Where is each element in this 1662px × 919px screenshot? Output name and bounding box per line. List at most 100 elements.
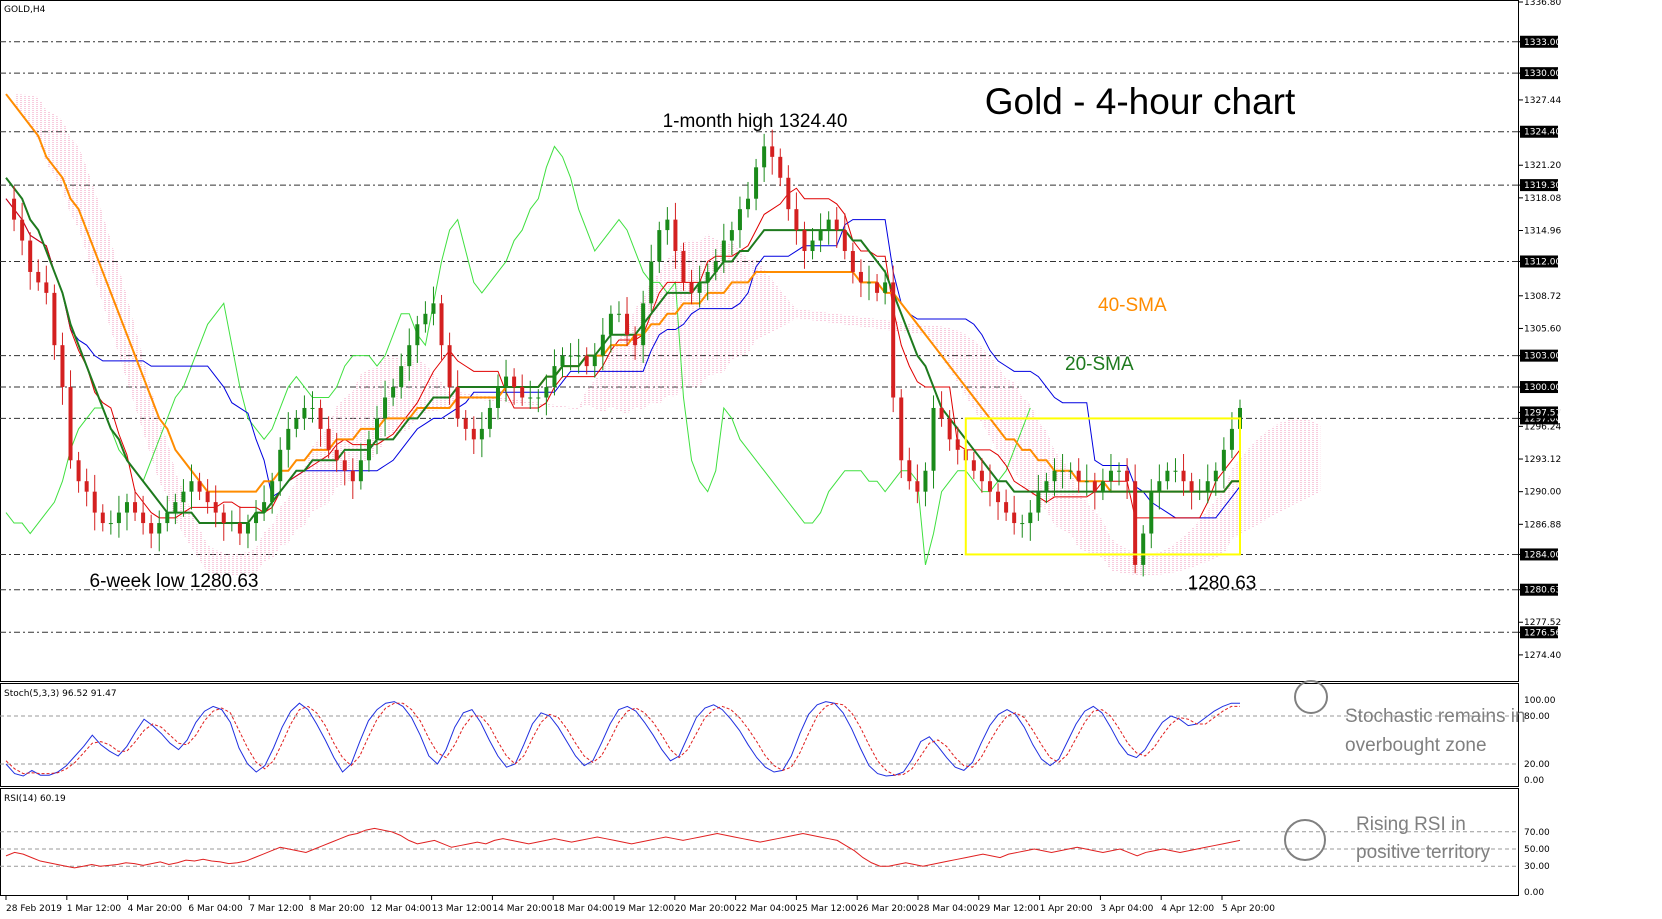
x-tick-label: 4 Apr 12:00 (1161, 904, 1214, 914)
y-tick-label: 1274.40 (1524, 651, 1561, 661)
y-tick-label: 1305.60 (1524, 324, 1561, 334)
level-tag-bg (1520, 67, 1558, 80)
x-tick-label: 14 Mar 20:00 (492, 904, 552, 914)
candle-body (463, 418, 468, 429)
y-tick-label: 1297.00 (1524, 414, 1561, 424)
candle-body (923, 470, 928, 492)
candle-body (1052, 470, 1057, 482)
rsi-label: RSI(14) 60.19 (4, 794, 66, 804)
candle-body (1189, 481, 1194, 492)
candle-body (560, 355, 565, 367)
candle-body (1076, 470, 1081, 482)
y-tick-label: 1296.24 (1524, 422, 1561, 432)
candle-body (794, 209, 799, 231)
candle-body (600, 334, 605, 356)
x-tick-label: 8 Mar 20:00 (310, 904, 365, 914)
candle-body (68, 387, 73, 461)
chart-title: Gold - 4-hour chart (985, 81, 1296, 122)
candle-body (1125, 470, 1130, 482)
consolidation-box (964, 417, 1241, 556)
candle-body (883, 282, 888, 293)
candle-body (834, 219, 839, 231)
candle-body (1012, 512, 1017, 524)
y-tick-label: 1300.00 (1524, 383, 1561, 393)
candle-body (649, 261, 654, 304)
candle-body (1213, 470, 1218, 482)
y-tick-label: 1276.56 (1524, 628, 1561, 638)
candle-body (536, 397, 541, 399)
candle-body (92, 491, 97, 513)
y-tick-label: 1303.00 (1524, 352, 1561, 362)
candle-body (1133, 481, 1138, 565)
recent-low-annotation: 1280.63 (1188, 573, 1257, 594)
candle-body (584, 355, 589, 367)
x-tick-label: 1 Mar 12:00 (67, 904, 122, 914)
x-tick-label: 18 Mar 04:00 (553, 904, 613, 914)
x-tick-label: 5 Apr 20:00 (1222, 904, 1275, 914)
candle-body (842, 230, 847, 252)
stoch-line-0 (5, 701, 1240, 777)
candle-body (60, 345, 65, 388)
stoch-line-1 (5, 702, 1240, 776)
level-tag-bg (1520, 179, 1558, 192)
stoch-y-tick-label: 100.00 (1524, 696, 1556, 706)
candle-body (673, 219, 678, 252)
candle-body (310, 407, 315, 409)
candle-body (778, 156, 783, 178)
candle-body (149, 523, 154, 534)
x-tick-label: 22 Mar 04:00 (736, 904, 796, 914)
candle-body (1221, 449, 1226, 471)
tenkan-line (5, 187, 1241, 519)
candle-body (633, 334, 638, 346)
candle-body (254, 512, 259, 524)
rsi-y-tick-label: 0.00 (1524, 888, 1544, 898)
main-panel-frame (0, 0, 1519, 682)
stoch-label: Stoch(5,3,3) 96.52 91.47 (4, 689, 117, 699)
y-tick-label: 1319.30 (1524, 181, 1561, 191)
y-tick-label: 1284.00 (1524, 550, 1561, 560)
x-tick-label: 26 Mar 20:00 (857, 904, 917, 914)
candle-body (157, 523, 162, 534)
candle-body (213, 502, 218, 513)
candle-body (350, 470, 355, 482)
candle-body (1149, 491, 1154, 534)
candle-body (891, 282, 896, 398)
y-tick-label: 1290.00 (1524, 488, 1561, 498)
candle-body (124, 502, 129, 513)
candle-body (786, 177, 791, 210)
candle-body (907, 460, 912, 482)
candle-body (52, 292, 57, 346)
y-tick-label: 1324.40 (1524, 128, 1561, 138)
candle-body (608, 313, 613, 335)
level-tag-bg (1520, 35, 1558, 48)
candle-body (366, 439, 371, 461)
candle-body (12, 198, 17, 220)
candle-body (197, 481, 202, 492)
candle-body (979, 470, 984, 482)
rsi-note-line1: Rising RSI in (1356, 814, 1466, 835)
candle-body (165, 512, 170, 524)
candle-body (1197, 491, 1202, 493)
candle-body (528, 397, 533, 399)
x-tick-label: 28 Feb 2019 (6, 904, 62, 914)
candle-body (1028, 512, 1033, 524)
candle-body (1004, 502, 1009, 513)
candle-body (697, 282, 702, 293)
candle-body (479, 428, 484, 440)
price-axis: 1336.80 1333.00 1330.00 1327.44 1324.40 1321.… (1518, 0, 1561, 661)
x-tick-label: 13 Mar 12:00 (432, 904, 492, 914)
candle-body (1141, 533, 1146, 565)
candle-body (665, 219, 670, 231)
level-tag-bg (1520, 548, 1558, 561)
candle-body (391, 387, 396, 398)
candles (12, 129, 1242, 577)
candle-body (1205, 481, 1210, 492)
rsi-highlight-circle (1284, 819, 1326, 861)
stoch-y-tick-label: 0.00 (1524, 776, 1544, 786)
candle-body (947, 418, 952, 440)
candle-body (850, 251, 855, 272)
candle-body (229, 523, 234, 525)
candle-body (334, 449, 339, 461)
candle-body (996, 491, 1001, 503)
